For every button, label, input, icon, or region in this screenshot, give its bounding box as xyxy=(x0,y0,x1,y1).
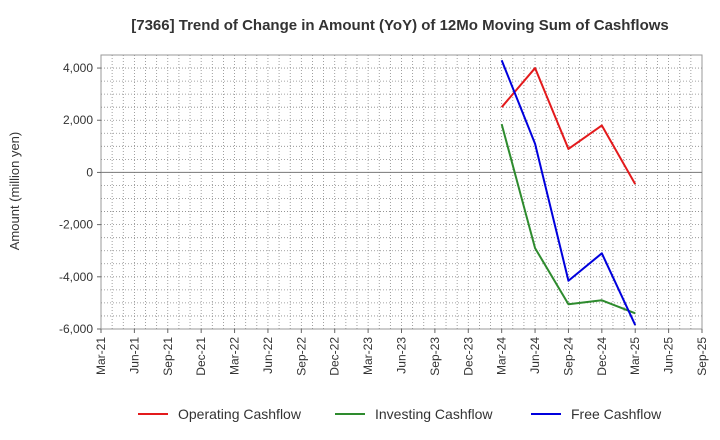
y-tick-label: 0 xyxy=(86,165,93,179)
plot-frame xyxy=(100,54,703,330)
y-tick-label: 2,000 xyxy=(63,113,93,127)
x-tick-label: Mar-23 xyxy=(361,337,375,375)
x-tick-label: Jun-25 xyxy=(662,337,676,374)
x-tick-label: Jun-22 xyxy=(261,337,275,374)
chart-title: [7366] Trend of Change in Amount (YoY) o… xyxy=(131,17,669,34)
x-tick-label: Sep-22 xyxy=(294,337,308,376)
legend-label: Investing Cashflow xyxy=(375,406,493,422)
series-line-operating-cashflow xyxy=(500,67,637,185)
series-lines xyxy=(500,59,637,326)
legend-label: Operating Cashflow xyxy=(178,406,302,422)
legend-label: Free Cashflow xyxy=(571,406,662,422)
x-tick-label: Dec-21 xyxy=(194,337,208,376)
series-line-free-cashflow xyxy=(500,59,637,326)
y-tick-label: 4,000 xyxy=(63,61,93,75)
x-tick-label: Jun-23 xyxy=(395,337,409,374)
y-tick-label: -6,000 xyxy=(59,322,93,336)
legend: Operating Cashflow Investing Cashflow Free… xyxy=(138,406,662,422)
x-tick-label: Jun-21 xyxy=(127,337,141,374)
x-tick-label: Dec-22 xyxy=(328,337,342,376)
x-tick-label: Sep-25 xyxy=(695,337,709,376)
x-tick-label: Jun-24 xyxy=(528,337,542,374)
y-axis-label: Amount (million yen) xyxy=(7,132,22,251)
x-tick-label: Mar-21 xyxy=(94,337,108,375)
x-tick-label: Sep-23 xyxy=(428,337,442,376)
x-tick-label: Sep-24 xyxy=(561,337,575,376)
y-tick-label: -4,000 xyxy=(59,270,93,284)
grid xyxy=(100,54,703,330)
x-tick-label: Dec-24 xyxy=(595,337,609,376)
x-tick-label: Dec-23 xyxy=(461,337,475,376)
x-tick-label: Mar-24 xyxy=(495,337,509,375)
x-tick-label: Mar-22 xyxy=(228,337,242,375)
x-tick-label: Mar-25 xyxy=(628,337,642,375)
x-tick-label: Sep-21 xyxy=(161,337,175,376)
series-line-investing-cashflow xyxy=(500,123,636,315)
y-tick-label: -2,000 xyxy=(59,218,93,232)
